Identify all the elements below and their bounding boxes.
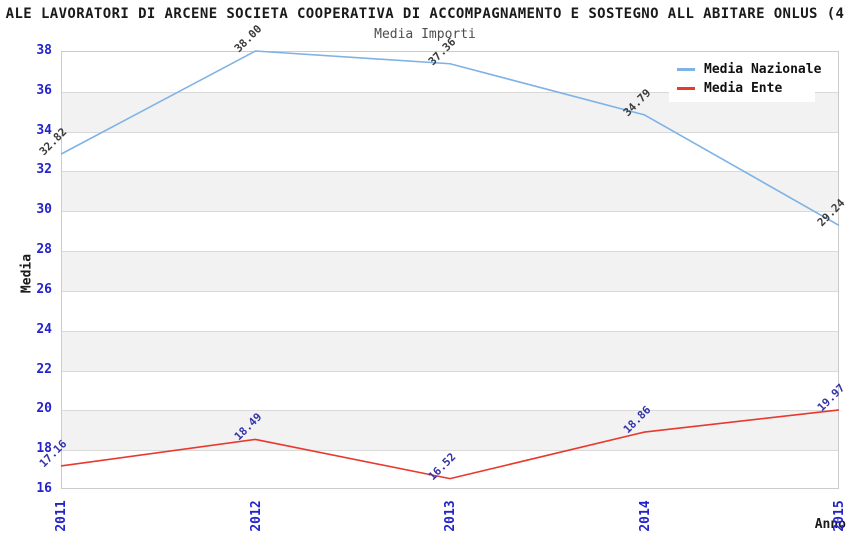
gridline <box>62 131 838 133</box>
x-tick-label: 2014 <box>637 500 652 532</box>
plot-band <box>62 330 838 371</box>
y-tick-label: 18 <box>36 441 52 457</box>
plot-area <box>61 51 839 489</box>
legend-swatch-media-nazionale-icon <box>677 68 695 71</box>
y-tick-label: 32 <box>36 162 52 178</box>
y-tick-label: 16 <box>36 481 52 496</box>
legend-swatch-media-ente-icon <box>677 87 695 90</box>
chart-subtitle: Media Importi <box>374 27 476 42</box>
gridline <box>62 410 838 412</box>
legend-label-media-nazionale: Media Nazionale <box>704 62 822 77</box>
x-tick-label: 2015 <box>831 500 847 532</box>
y-tick-label: 36 <box>36 82 52 98</box>
plot-band <box>62 251 838 291</box>
gridline <box>62 211 838 213</box>
y-tick-label: 26 <box>36 281 52 297</box>
gridline <box>62 171 838 173</box>
x-axis-title: Anno <box>814 517 846 532</box>
x-tick-label: 2011 <box>53 500 69 532</box>
legend-item-media-ente: Media Ente <box>677 81 807 96</box>
x-tick-label: 2012 <box>248 500 263 532</box>
y-tick-label: 34 <box>36 122 52 138</box>
gridline <box>62 251 838 253</box>
gridline <box>62 370 838 372</box>
legend: Media Nazionale Media Ente <box>669 56 821 102</box>
gridline <box>62 290 838 292</box>
y-tick-label: 24 <box>36 321 52 337</box>
y-tick-label: 28 <box>36 242 52 258</box>
legend-label-media-ente: Media Ente <box>704 81 783 96</box>
y-tick-label: 22 <box>36 361 52 377</box>
chart-title: ALE LAVORATORI DI ARCENE SOCIETA COOPERA… <box>5 6 845 22</box>
y-tick-label: 20 <box>36 401 52 417</box>
legend-item-media-nazionale: Media Nazionale <box>677 62 821 77</box>
y-tick-label: 38 <box>36 43 52 58</box>
plot-band <box>62 410 838 451</box>
gridline <box>62 330 838 332</box>
plot-band <box>62 171 838 212</box>
x-tick-label: 2013 <box>442 500 458 532</box>
y-tick-label: 30 <box>36 202 52 218</box>
